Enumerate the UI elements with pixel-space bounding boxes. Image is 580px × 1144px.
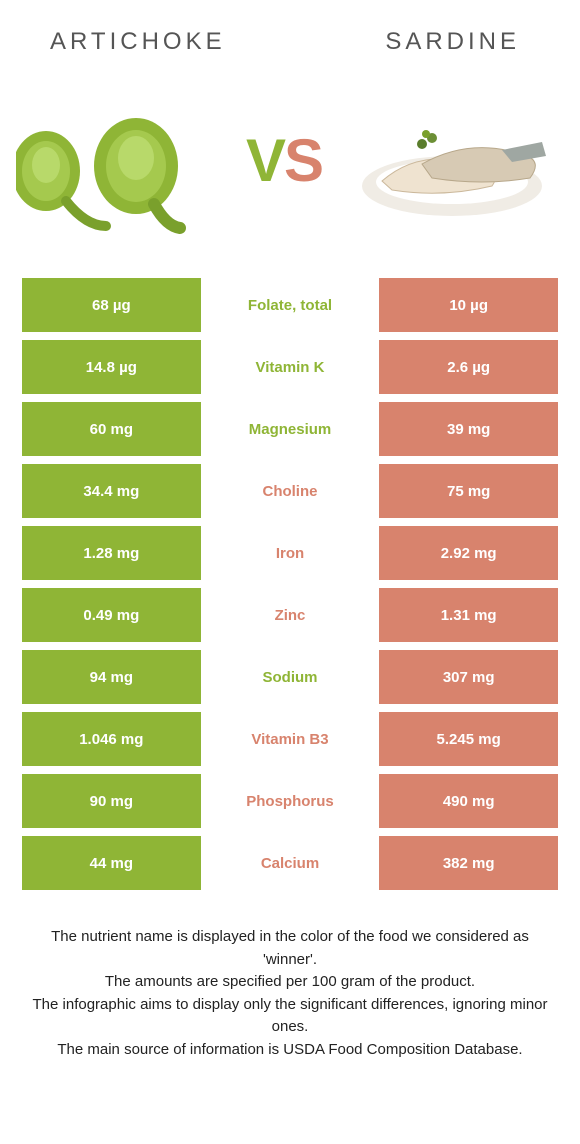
left-value: 68 µg (22, 278, 201, 332)
right-value: 1.31 mg (379, 588, 558, 642)
table-row: 14.8 µgVitamin K2.6 µg (22, 340, 558, 394)
nutrient-name: Folate, total (201, 278, 380, 332)
right-value: 490 mg (379, 774, 558, 828)
right-value: 39 mg (379, 402, 558, 456)
nutrient-name: Calcium (201, 836, 380, 890)
sardine-image (352, 86, 552, 236)
left-value: 90 mg (22, 774, 201, 828)
right-value: 2.92 mg (379, 526, 558, 580)
right-food-title: Sardine (385, 28, 520, 56)
table-row: 94 mgSodium307 mg (22, 650, 558, 704)
table-row: 60 mgMagnesium39 mg (22, 402, 558, 456)
table-row: 0.49 mgZinc1.31 mg (22, 588, 558, 642)
right-value: 75 mg (379, 464, 558, 518)
artichoke-image (16, 86, 216, 236)
right-value: 307 mg (379, 650, 558, 704)
vs-s: S (284, 131, 322, 191)
left-value: 1.046 mg (22, 712, 201, 766)
table-row: 1.046 mgVitamin B35.245 mg (22, 712, 558, 766)
footnote-line: The main source of information is USDA F… (22, 1039, 558, 1062)
left-value: 1.28 mg (22, 526, 201, 580)
left-food-title: Artichoke (50, 28, 226, 56)
left-value: 44 mg (22, 836, 201, 890)
nutrient-name: Magnesium (201, 402, 380, 456)
nutrient-name: Zinc (201, 588, 380, 642)
nutrient-name: Sodium (201, 650, 380, 704)
right-value: 10 µg (379, 278, 558, 332)
hero-row: VS (0, 66, 580, 266)
nutrient-name: Choline (201, 464, 380, 518)
left-value: 94 mg (22, 650, 201, 704)
footnote: The nutrient name is displayed in the co… (0, 890, 580, 1061)
header: Artichoke Sardine (0, 0, 580, 66)
left-value: 34.4 mg (22, 464, 201, 518)
table-row: 68 µgFolate, total10 µg (22, 278, 558, 332)
nutrition-table: 68 µgFolate, total10 µg14.8 µgVitamin K2… (22, 278, 558, 890)
table-row: 44 mgCalcium382 mg (22, 836, 558, 890)
nutrient-name: Phosphorus (201, 774, 380, 828)
right-value: 2.6 µg (379, 340, 558, 394)
footnote-line: The infographic aims to display only the… (22, 994, 558, 1039)
nutrient-name: Vitamin B3 (201, 712, 380, 766)
nutrient-name: Vitamin K (201, 340, 380, 394)
vs-label: VS (246, 131, 322, 191)
nutrient-name: Iron (201, 526, 380, 580)
vs-v: V (246, 131, 284, 191)
table-row: 34.4 mgCholine75 mg (22, 464, 558, 518)
right-value: 5.245 mg (379, 712, 558, 766)
table-row: 90 mgPhosphorus490 mg (22, 774, 558, 828)
footnote-line: The nutrient name is displayed in the co… (22, 926, 558, 971)
table-row: 1.28 mgIron2.92 mg (22, 526, 558, 580)
left-value: 14.8 µg (22, 340, 201, 394)
left-value: 60 mg (22, 402, 201, 456)
left-value: 0.49 mg (22, 588, 201, 642)
right-value: 382 mg (379, 836, 558, 890)
footnote-line: The amounts are specified per 100 gram o… (22, 971, 558, 994)
